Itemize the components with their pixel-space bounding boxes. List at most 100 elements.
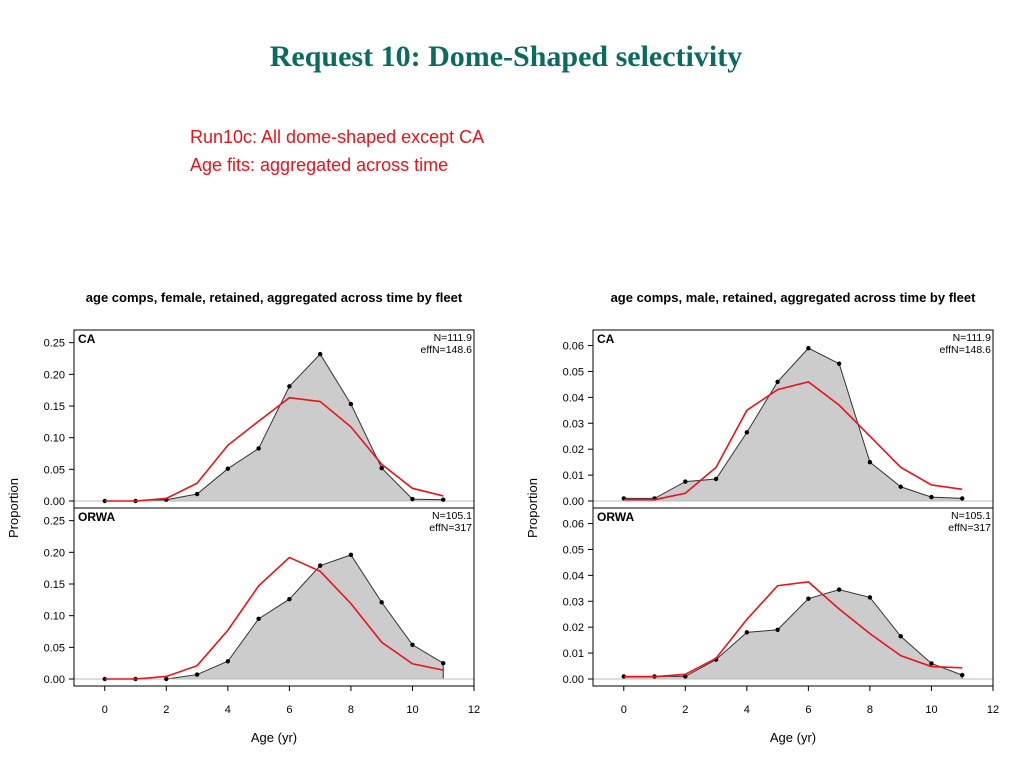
- observed-point: [898, 484, 903, 489]
- observed-point: [256, 616, 261, 622]
- observed-point: [929, 494, 934, 500]
- expected-line: [104, 396, 444, 502]
- observed-point: [194, 672, 200, 677]
- observed-point: [256, 446, 261, 451]
- observed-point: [836, 361, 842, 366]
- y-axis-label: Proportion: [6, 478, 21, 538]
- y-tick-label: 0.00: [563, 496, 584, 508]
- observed-point: [836, 587, 842, 592]
- observed-point: [225, 466, 231, 471]
- y-tick-label: 0.20: [44, 369, 65, 381]
- effn-label: effN=317: [948, 522, 991, 534]
- x-tick-label: 6: [805, 704, 811, 716]
- observed-point: [775, 627, 780, 632]
- observed-area: [623, 347, 963, 502]
- observed-point: [744, 630, 750, 635]
- y-tick-label: 0.25: [44, 516, 65, 528]
- observed-point: [194, 491, 200, 497]
- y-axis-label: Proportion: [525, 478, 540, 538]
- observed-point: [317, 351, 323, 357]
- x-tick-label: 12: [468, 704, 480, 716]
- observed-point: [225, 659, 231, 664]
- y-tick-label: 0.05: [44, 464, 65, 476]
- y-tick-label: 0.06: [563, 519, 584, 531]
- y-tick-label: 0.03: [563, 418, 584, 430]
- panel-ca: 0.00 0.05 0.10 0.15 0.20 0.25 CA N=111.9effN=14…: [44, 329, 475, 509]
- panel-label: ORWA: [78, 510, 115, 524]
- y-tick-label: 0.15: [44, 401, 65, 413]
- x-tick-label: 8: [348, 704, 354, 716]
- x-tick-label: 6: [286, 704, 292, 716]
- panel-orwa: 0.00 0.05 0.10 0.15 0.20 0.25 ORWA N=105.1effN=…: [44, 507, 475, 687]
- y-tick-label: 0.04: [563, 570, 584, 582]
- y-tick-label: 0.05: [563, 544, 584, 556]
- observed-point: [410, 496, 415, 502]
- effn-label: effN=148.6: [940, 344, 992, 356]
- expected-line: [623, 581, 963, 678]
- observed-point: [929, 661, 934, 666]
- observed-point: [806, 596, 811, 601]
- chart-title: age comps, female, retained, aggregated …: [86, 290, 463, 305]
- x-tick-label: 10: [925, 704, 937, 716]
- y-tick-label: 0.05: [44, 642, 65, 654]
- observed-point: [287, 384, 292, 389]
- y-tick-label: 0.04: [563, 392, 584, 404]
- y-tick-label: 0.20: [44, 547, 65, 559]
- observed-point: [441, 660, 446, 666]
- x-axis-label: Age (yr): [251, 730, 297, 745]
- observed-point: [744, 430, 750, 435]
- chart-title: age comps, male, retained, aggregated ac…: [611, 290, 977, 305]
- panel-ca: 0.00 0.01 0.02 0.03 0.04 0.05 0.06 CA N=111.9eff…: [563, 329, 994, 509]
- observed-point: [410, 642, 415, 647]
- n-label: N=111.9: [434, 332, 473, 344]
- y-tick-label: 0.00: [44, 674, 65, 686]
- x-axis-label: Age (yr): [770, 730, 816, 745]
- observed-point: [441, 497, 446, 502]
- observed-area: [623, 589, 963, 680]
- x-tick-label: 2: [163, 704, 169, 716]
- y-tick-label: 0.03: [563, 596, 584, 608]
- observed-point: [806, 345, 811, 351]
- panel-frame: [73, 507, 475, 687]
- expected-line: [623, 380, 963, 501]
- y-tick-label: 0.10: [44, 433, 65, 445]
- panel-label: CA: [78, 332, 96, 346]
- observed-point: [348, 401, 354, 407]
- observed-point: [379, 465, 384, 471]
- subtitle-line-2: Age fits: aggregated across time: [190, 155, 449, 175]
- y-tick-label: 0.01: [563, 648, 584, 660]
- panel-label: CA: [597, 332, 615, 346]
- y-tick-label: 0.15: [44, 579, 65, 591]
- chart-male: age comps, male, retained, aggregated ac…: [525, 290, 999, 745]
- y-tick-label: 0.10: [44, 611, 65, 623]
- observed-point: [348, 552, 354, 558]
- y-tick-label: 0.01: [563, 470, 584, 482]
- observed-point: [775, 379, 780, 385]
- y-tick-label: 0.05: [563, 366, 584, 378]
- x-tick-label: 12: [987, 704, 999, 716]
- observed-point: [683, 674, 688, 679]
- slide-title: Request 10: Dome-Shaped selectivity: [269, 40, 743, 73]
- panel-label: ORWA: [597, 510, 634, 524]
- observed-point: [960, 672, 965, 678]
- observed-point: [379, 600, 384, 605]
- y-tick-label: 0.02: [563, 444, 584, 456]
- observed-point: [867, 595, 873, 600]
- panel-frame: [592, 507, 994, 687]
- x-tick-label: 8: [867, 704, 873, 716]
- observed-point: [713, 476, 719, 482]
- x-tick-label: 4: [225, 704, 231, 716]
- y-tick-label: 0.02: [563, 622, 584, 634]
- n-label: N=105.1: [432, 510, 472, 522]
- observed-point: [867, 459, 873, 465]
- x-tick-label: 10: [406, 704, 418, 716]
- x-tick-label: 0: [621, 704, 627, 716]
- observed-point: [164, 676, 169, 682]
- x-tick-label: 2: [682, 704, 688, 716]
- x-tick-label: 4: [744, 704, 750, 716]
- observed-point: [287, 597, 292, 602]
- x-tick-label: 0: [102, 704, 108, 716]
- observed-area: [104, 353, 444, 502]
- y-tick-label: 0.06: [563, 341, 584, 353]
